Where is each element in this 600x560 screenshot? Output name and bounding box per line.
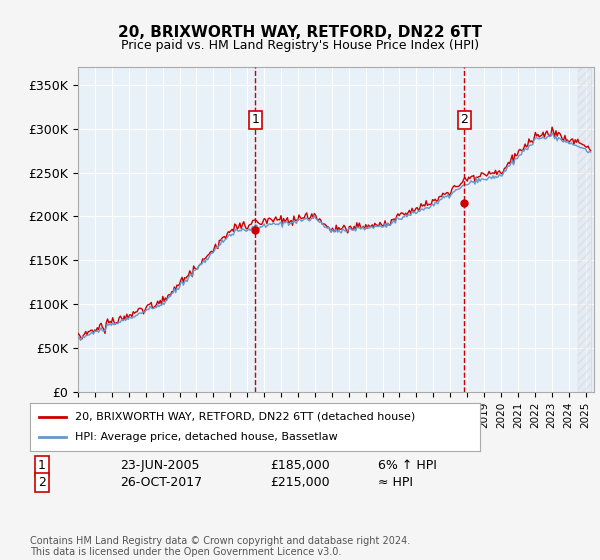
Text: £215,000: £215,000 [270,476,329,489]
Text: Contains HM Land Registry data © Crown copyright and database right 2024.
This d: Contains HM Land Registry data © Crown c… [30,535,410,557]
Text: £185,000: £185,000 [270,459,330,473]
Text: 23-JUN-2005: 23-JUN-2005 [120,459,199,473]
Text: HPI: Average price, detached house, Bassetlaw: HPI: Average price, detached house, Bass… [75,432,338,442]
Text: 20, BRIXWORTH WAY, RETFORD, DN22 6TT (detached house): 20, BRIXWORTH WAY, RETFORD, DN22 6TT (de… [75,412,415,422]
Text: 2: 2 [460,113,468,127]
Text: 1: 1 [251,113,259,127]
Text: 1: 1 [38,459,46,473]
Text: Price paid vs. HM Land Registry's House Price Index (HPI): Price paid vs. HM Land Registry's House … [121,39,479,52]
Text: 26-OCT-2017: 26-OCT-2017 [120,476,202,489]
Text: 2: 2 [38,476,46,489]
Text: 6% ↑ HPI: 6% ↑ HPI [378,459,437,473]
Text: ≈ HPI: ≈ HPI [378,476,413,489]
Text: 20, BRIXWORTH WAY, RETFORD, DN22 6TT: 20, BRIXWORTH WAY, RETFORD, DN22 6TT [118,25,482,40]
